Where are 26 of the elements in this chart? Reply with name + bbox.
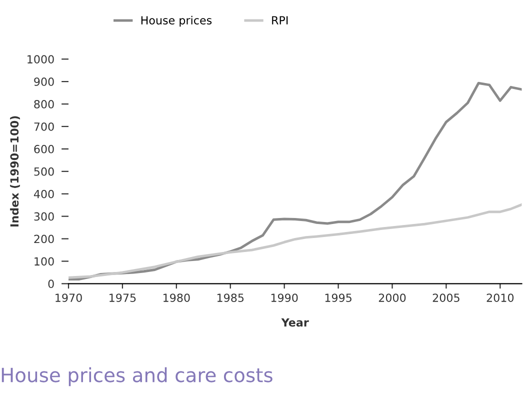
y-tick-label: 100 [34,257,54,266]
y-tick-label: 900 [34,78,54,86]
x-tick-label: 2010 [486,294,514,302]
x-tick-label: 1980 [164,294,190,302]
y-tick-label: 700 [34,122,54,131]
y-tick-label: 1000 [28,55,54,64]
legend-label: House prices [141,16,212,27]
x-tick-label: 1990 [271,294,298,302]
x-tick-label: 1985 [217,294,244,302]
y-tick-label: 0 [48,280,54,288]
y-tick-label: 200 [34,234,54,244]
y-tick-label: 500 [34,167,54,176]
line-series [68,203,522,279]
x-tick-label: 2005 [432,294,460,302]
y-axis-title: Index (1990=100) [10,116,20,226]
legend-label: RPI [272,16,288,24]
x-axis-title: Year [281,318,309,327]
x-tick-label: 1975 [110,294,136,302]
x-tick-label: 1995 [325,294,352,302]
y-tick-label: 600 [34,144,54,154]
y-tick-label: 400 [34,190,54,198]
text: House prices and care costs [2,367,272,386]
y-tick-label: 800 [34,100,54,108]
x-tick-label: 2000 [378,294,406,302]
x-tick-label: 1970 [56,294,82,302]
y-tick-label: 300 [34,212,54,221]
